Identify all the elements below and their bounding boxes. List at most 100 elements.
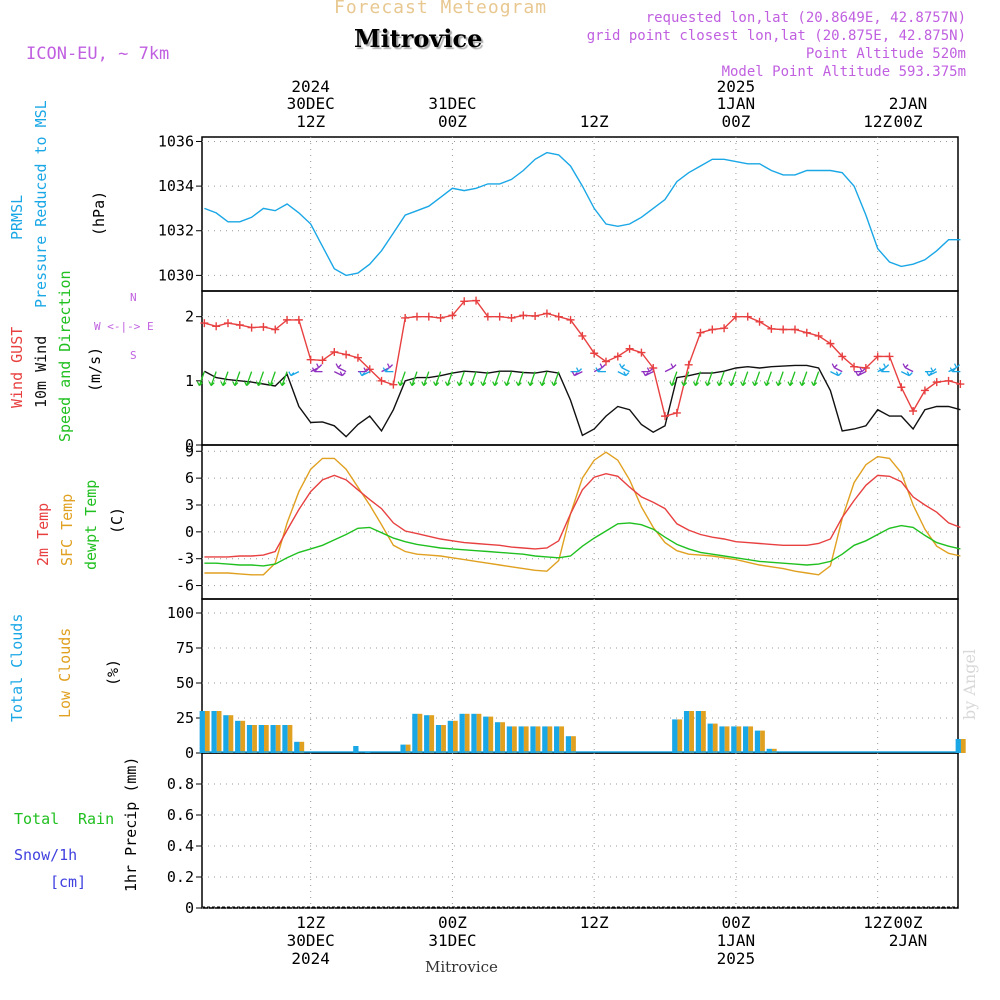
low-clouds-bar bbox=[748, 726, 754, 753]
wind-arrowhead bbox=[669, 381, 676, 387]
total-clouds-bar bbox=[447, 720, 454, 753]
wind-direction-arrow bbox=[269, 371, 276, 386]
compass-south: S bbox=[130, 349, 137, 362]
bottom-date-label: 2JAN bbox=[889, 931, 928, 950]
bottom-year-label: 2025 bbox=[717, 949, 756, 968]
gust-marker bbox=[318, 356, 327, 365]
wind-arrowhead bbox=[456, 381, 463, 387]
ytick-label-temp: 6 bbox=[185, 469, 194, 487]
wind-direction-arrow bbox=[541, 371, 548, 386]
wind-arrowhead bbox=[878, 367, 885, 373]
wind-arrowhead bbox=[492, 381, 499, 387]
top-year-label: 2024 bbox=[291, 77, 330, 96]
location-title: Mitrovice bbox=[354, 24, 483, 53]
wind-arrowhead bbox=[551, 381, 558, 387]
wind-arrowhead bbox=[595, 367, 602, 373]
panel-frame-pressure bbox=[201, 136, 959, 292]
wind-direction-arrow bbox=[234, 371, 241, 386]
ytick-label-precip: 0.4 bbox=[167, 837, 194, 855]
wind-direction-arrow bbox=[812, 371, 820, 386]
gust-marker bbox=[897, 383, 906, 392]
gust-marker bbox=[542, 309, 551, 318]
gust-marker bbox=[448, 311, 457, 320]
total-clouds-bar bbox=[424, 715, 430, 753]
wind-direction-arrow bbox=[334, 371, 343, 377]
wind-arrowhead bbox=[359, 371, 366, 377]
ytick-label-clouds: 75 bbox=[176, 639, 194, 657]
bottom-date-label: 1JAN bbox=[717, 931, 756, 950]
precip-snow-unit: [cm] bbox=[50, 873, 87, 891]
top-time-label: 12Z bbox=[580, 112, 609, 131]
low-clouds-bar bbox=[559, 726, 565, 753]
gust-marker bbox=[720, 324, 729, 333]
bottom-time-label: 12Z bbox=[580, 913, 609, 932]
gust-marker bbox=[649, 364, 658, 372]
top-time-label: 12Z bbox=[863, 112, 892, 131]
wind-arrowhead bbox=[196, 381, 203, 387]
precip-snow-label: Snow/1h bbox=[14, 846, 78, 864]
total-clouds-bar bbox=[731, 726, 737, 753]
gust-marker bbox=[271, 325, 280, 334]
wind-arrowhead bbox=[244, 381, 251, 387]
wind-direction-arrow bbox=[830, 371, 839, 377]
total-clouds-bar bbox=[494, 722, 501, 753]
wind-arrowhead bbox=[811, 381, 818, 387]
wind-direction-arrow bbox=[621, 367, 630, 373]
model-label: ICON-EU, ~ 7km bbox=[26, 44, 170, 64]
gust-marker bbox=[743, 312, 752, 321]
gust-marker bbox=[708, 325, 717, 334]
total-clouds-bar bbox=[754, 730, 761, 753]
total-clouds-bar bbox=[506, 726, 513, 753]
wind-direction-arrow bbox=[593, 367, 603, 373]
total-clouds-bar bbox=[483, 716, 489, 753]
gust-marker bbox=[956, 380, 965, 389]
wind-direction-arrow bbox=[877, 367, 886, 373]
wind-direction-arrow bbox=[718, 371, 725, 386]
low-clouds-bar bbox=[252, 725, 257, 753]
gust-marker bbox=[920, 386, 929, 395]
total-clouds-bar bbox=[400, 744, 406, 753]
low-clouds-bar bbox=[405, 744, 411, 753]
top-date-label: 2JAN bbox=[889, 94, 928, 113]
wind-arrowhead bbox=[646, 367, 653, 373]
wind-arrowhead bbox=[926, 371, 933, 377]
wind-arrowhead bbox=[571, 371, 578, 377]
gust-marker bbox=[755, 317, 764, 326]
footer-location: Mitrovice bbox=[425, 958, 498, 976]
wind-arrowhead bbox=[386, 363, 394, 369]
low-clouds-bar bbox=[677, 719, 683, 753]
point-altitude: Point Altitude 520m bbox=[805, 46, 966, 62]
ytick-label-clouds: 50 bbox=[176, 674, 194, 692]
total-clouds-bar bbox=[672, 719, 678, 753]
wind-arrowhead bbox=[382, 367, 389, 373]
wind-arrowhead bbox=[539, 381, 546, 387]
wind-direction-arrow bbox=[482, 371, 489, 386]
gust-marker bbox=[531, 312, 540, 321]
low-clouds-bar bbox=[512, 726, 517, 753]
low-clouds-bar bbox=[771, 748, 777, 753]
top-time-label: 00Z bbox=[721, 112, 750, 131]
low-clouds-bar bbox=[240, 720, 246, 753]
ytick-label-wind: 0 bbox=[185, 436, 194, 454]
wind-arrowhead bbox=[279, 381, 286, 387]
wind-arrowhead bbox=[339, 371, 346, 377]
total-clouds-bar bbox=[459, 713, 465, 753]
sfc-temp-line bbox=[204, 451, 961, 576]
top-date-label: 31DEC bbox=[428, 94, 476, 113]
wind-direction-arrow bbox=[246, 371, 253, 386]
ytick-label-precip: 0.6 bbox=[167, 806, 194, 824]
wind-gust-line bbox=[204, 299, 961, 417]
total-clouds-bar bbox=[766, 748, 772, 753]
wind-arrowhead bbox=[670, 363, 677, 369]
low-clouds-bar bbox=[453, 720, 458, 753]
ytick-label-pressure: 1030 bbox=[158, 266, 194, 284]
total-clouds-bar bbox=[955, 739, 961, 753]
gust-marker bbox=[283, 315, 292, 324]
gust-marker bbox=[767, 324, 776, 333]
gust-marker bbox=[802, 328, 811, 337]
ytick-label-temp: -6 bbox=[176, 577, 194, 595]
wind-direction-arrow bbox=[765, 371, 772, 386]
wind-direction-arrow bbox=[423, 371, 430, 386]
bottom-date-label: 31DEC bbox=[428, 931, 476, 950]
gust-marker bbox=[932, 378, 941, 387]
